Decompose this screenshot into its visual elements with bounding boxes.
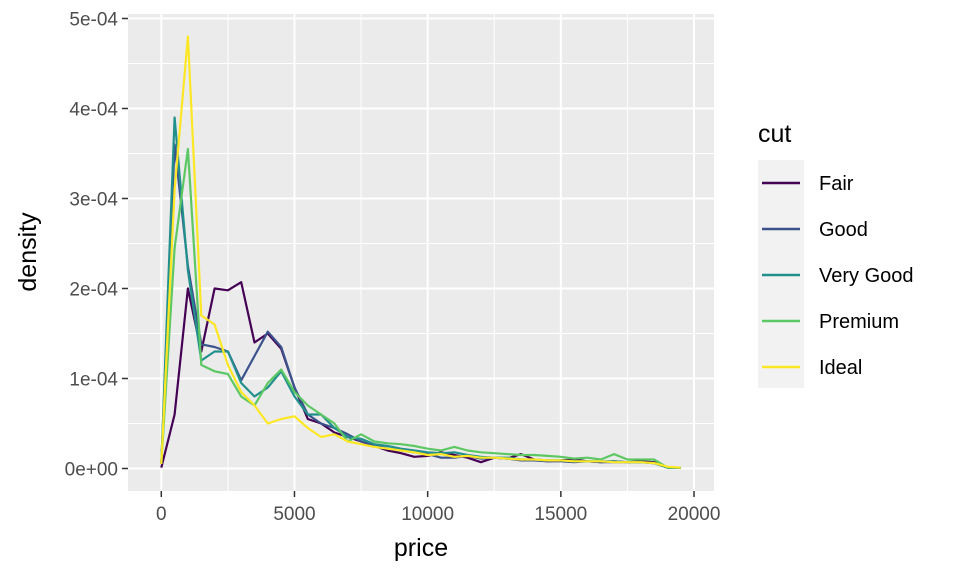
legend-label-very-good: Very Good [819, 265, 914, 287]
y-tick-label: 1e-04 [69, 370, 118, 391]
x-tick-label: 10000 [401, 504, 454, 525]
y-tick-label: 3e-04 [69, 190, 118, 211]
y-axis: 0e+00 1e-04 2e-04 3e-04 4e-04 5e-04 [65, 10, 128, 481]
series-line-premium [160, 147, 681, 469]
legend-label-good: Good [819, 219, 868, 241]
series-line-ideal [160, 35, 681, 469]
legend-label-premium: Premium [819, 311, 899, 333]
x-axis-title: price [394, 534, 448, 562]
y-tick-label: 0e+00 [65, 460, 118, 481]
legend-items: Fair Good Very Good Premium Ideal [762, 173, 914, 379]
y-tick-label: 5e-04 [69, 10, 118, 31]
legend-label-fair: Fair [819, 173, 854, 195]
legend-label-ideal: Ideal [819, 357, 862, 379]
x-tick-label: 5000 [273, 504, 315, 525]
x-tick-label: 15000 [534, 504, 587, 525]
y-tick-label: 4e-04 [69, 100, 118, 121]
x-tick-label: 0 [156, 504, 167, 525]
y-tick-label: 2e-04 [69, 280, 118, 301]
x-axis: 0 5000 10000 15000 20000 [156, 491, 720, 525]
major-grid [128, 14, 714, 491]
series-lines [160, 35, 681, 469]
plot-panel [128, 14, 714, 491]
legend-title: cut [758, 120, 791, 148]
x-tick-label: 20000 [668, 504, 721, 525]
legend: cut Fair Good Very Good Premium Ideal [758, 120, 914, 388]
y-axis-title: density [14, 212, 42, 292]
minor-grid [128, 14, 714, 491]
